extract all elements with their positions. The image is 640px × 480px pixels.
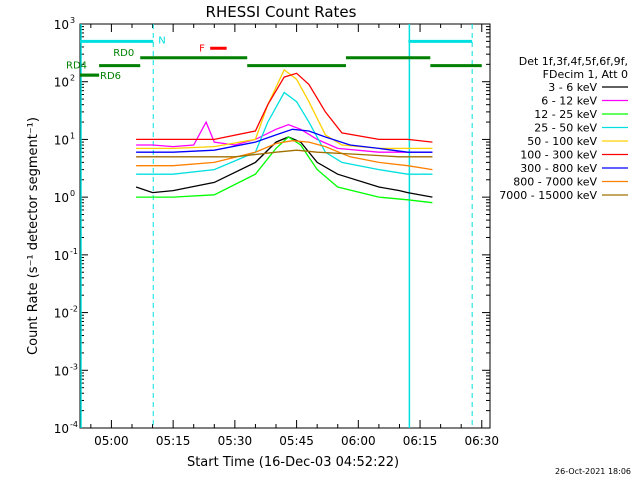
y-tick-exponent: 2 (70, 74, 75, 83)
y-axis-label: Count Rate (s⁻¹ detector segment⁻¹) (26, 117, 41, 355)
decimation-flag-label: RD4 (66, 61, 87, 72)
footer-timestamp: 26-Oct-2021 18:06 (555, 467, 631, 476)
legend: Det 1f,3f,4f,5f,6f,9f, FDecim 1, Att 0 3… (499, 55, 628, 202)
y-tick-exponent: -3 (70, 362, 78, 371)
decimation-flag-label: RD0 (113, 48, 134, 59)
y-tick-exponent: 1 (70, 131, 75, 140)
x-tick-label: 06:15 (403, 434, 438, 448)
legend-entry-label: 800 - 7000 keV (513, 176, 597, 189)
legend-entry-label: 12 - 25 keV (534, 108, 597, 121)
y-tick-label: 10 (54, 364, 69, 378)
series-line (136, 91, 433, 175)
decimation-flag-label: RD6 (100, 71, 121, 82)
x-axis-label: Start Time (16-Dec-03 04:52:22) (187, 455, 399, 470)
legend-entry-label: 50 - 100 keV (527, 135, 597, 148)
x-tick-label: 06:00 (341, 434, 376, 448)
y-tick-label: 10 (54, 249, 69, 263)
chart-title: RHESSI Count Rates (206, 3, 357, 21)
y-tick-exponent: -1 (70, 247, 78, 256)
x-tick-label: 05:15 (156, 434, 191, 448)
legend-header-line-2: FDecim 1, Att 0 (543, 68, 628, 81)
plot-frame (79, 23, 491, 429)
y-tick-label: 10 (54, 133, 69, 147)
legend-header-line-1: Det 1f,3f,4f,5f,6f,9f, (519, 55, 628, 68)
series-line (136, 68, 433, 150)
legend-entry-label: 100 - 300 keV (520, 149, 597, 162)
y-tick-label: 10 (54, 76, 69, 90)
legend-entry-label: 6 - 12 keV (541, 95, 597, 108)
x-tick-label: 05:30 (218, 434, 253, 448)
flare-flag-label: F (199, 43, 205, 54)
y-tick-exponent: -2 (70, 305, 78, 314)
x-tick-label: 05:45 (279, 434, 314, 448)
series-line (136, 72, 433, 143)
x-tick-label: 05:00 (94, 434, 129, 448)
legend-entry-label: 25 - 50 keV (534, 122, 597, 135)
y-tick-label: 10 (54, 18, 69, 32)
series-line (136, 136, 433, 204)
legend-entry-label: 7000 - 15000 keV (499, 189, 597, 202)
y-tick-label: 10 (54, 307, 69, 321)
legend-entry-label: 300 - 800 keV (520, 162, 597, 175)
series-line (136, 140, 433, 171)
y-tick-label: 10 (54, 422, 69, 436)
series-line (136, 149, 433, 158)
y-tick-exponent: 0 (70, 189, 75, 198)
x-tick-label: 06:30 (464, 434, 499, 448)
y-tick-exponent: -4 (70, 420, 78, 429)
series-line (136, 120, 433, 153)
series-line (135, 136, 433, 198)
series-line (136, 128, 433, 153)
y-tick-exponent: 3 (70, 16, 75, 25)
legend-entry-label: 3 - 6 keV (548, 81, 597, 94)
attenuator-flag-label: N (158, 35, 165, 46)
y-tick-label: 10 (54, 191, 69, 205)
